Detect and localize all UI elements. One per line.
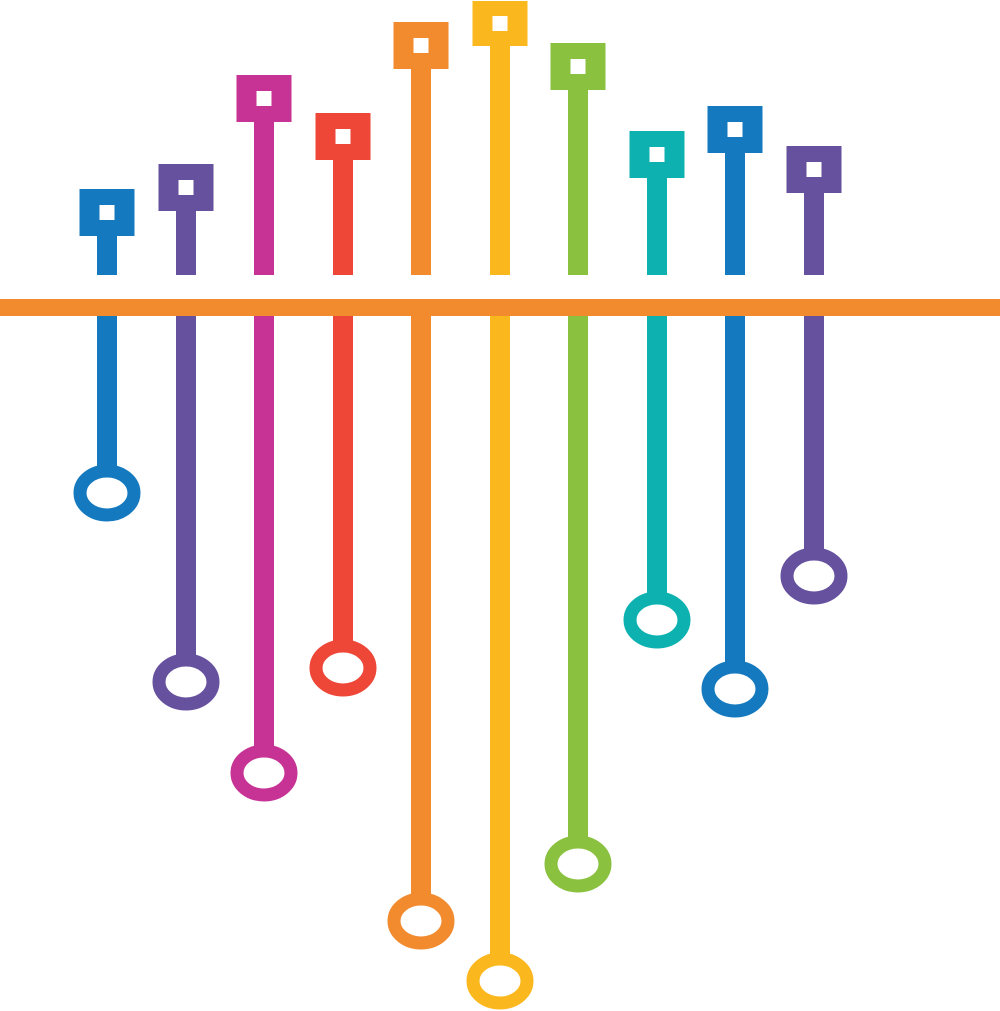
upper-stem	[490, 45, 510, 275]
lower-stem	[176, 314, 196, 662]
pin-3	[230, 75, 298, 802]
pin-2	[152, 164, 220, 711]
square-pad-hole	[492, 16, 508, 31]
lower-stem	[490, 314, 510, 961]
upper-stem	[254, 121, 274, 275]
square-pad-hole	[256, 91, 272, 106]
pin-7	[544, 43, 612, 893]
lower-stem	[804, 314, 824, 556]
pin-8	[623, 131, 691, 649]
lower-stem	[725, 314, 745, 669]
ring-pad-icon	[544, 835, 612, 893]
upper-stem	[647, 177, 667, 275]
pin-5	[387, 22, 455, 950]
lower-stem	[647, 314, 667, 600]
ring-pad-icon	[701, 660, 769, 718]
square-pad-hole	[570, 59, 586, 74]
upper-stem	[97, 235, 117, 275]
upper-stem	[333, 159, 353, 275]
ring-pad-icon	[230, 744, 298, 802]
ring-pad-icon	[466, 952, 534, 1010]
lower-stem	[411, 314, 431, 901]
horizontal-bus-line	[0, 299, 1000, 316]
square-pad-hole	[806, 162, 822, 177]
upper-stem	[176, 210, 196, 275]
square-pad-hole	[178, 180, 194, 195]
ring-pad-icon	[309, 639, 377, 697]
pin-4	[309, 113, 377, 697]
lower-stem	[333, 314, 353, 648]
pin-1	[73, 189, 141, 522]
square-pad-hole	[649, 147, 665, 162]
ring-pad-icon	[152, 653, 220, 711]
square-pad-hole	[727, 122, 743, 137]
lower-stem	[97, 314, 117, 473]
pin-6	[466, 1, 534, 1010]
upper-stem	[804, 192, 824, 275]
ring-pad-icon	[73, 464, 141, 522]
square-pad-hole	[99, 205, 115, 220]
upper-stem	[411, 68, 431, 275]
ring-pad-icon	[780, 547, 848, 605]
upper-stem	[725, 152, 745, 275]
pin-9	[701, 106, 769, 718]
square-pad-hole	[335, 129, 351, 144]
upper-stem	[568, 89, 588, 275]
square-pad-hole	[413, 38, 429, 53]
lower-stem	[254, 314, 274, 753]
lower-stem	[568, 314, 588, 844]
pins-layer	[73, 1, 848, 1010]
pin-10	[780, 146, 848, 605]
ring-pad-icon	[387, 892, 455, 950]
ring-pad-icon	[623, 591, 691, 649]
